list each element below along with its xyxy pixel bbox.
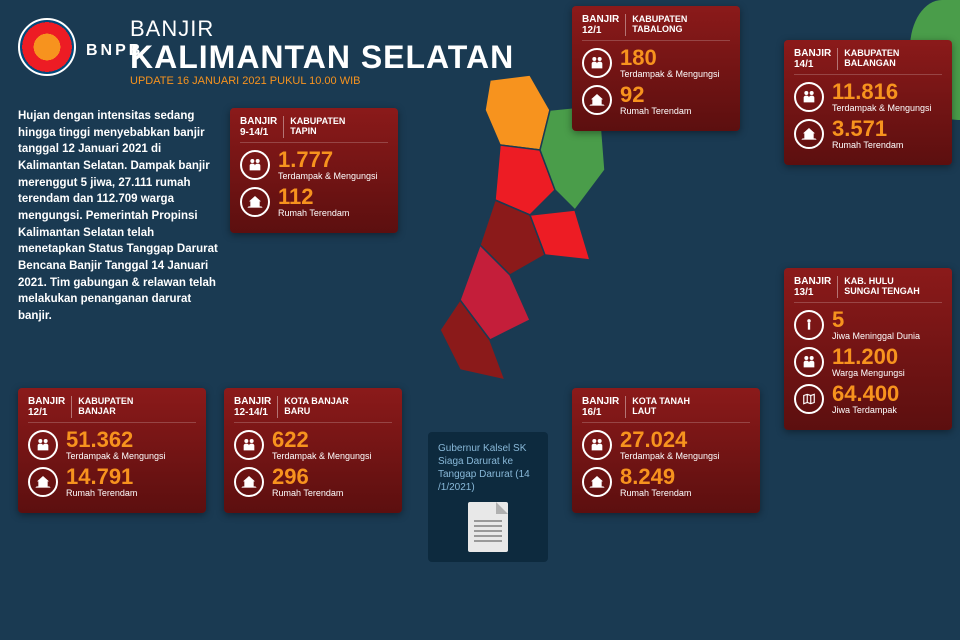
stat-label: Terdampak & Mengungsi: [832, 104, 932, 114]
card-region: KABUPATENTABALONG: [632, 15, 687, 35]
card-region: KOTA BANJARBARU: [284, 397, 349, 417]
stat-number: 51.362: [66, 429, 166, 451]
stat-number: 112: [278, 186, 349, 208]
card-date: BANJIR14/1: [794, 48, 831, 70]
stat-label: Rumah Terendam: [272, 489, 343, 499]
stat-card-balangan: BANJIR14/1 KABUPATENBALANGAN 11.816Terdamp…: [784, 40, 952, 165]
stat-label: Terdampak & Mengungsi: [620, 452, 720, 462]
card-region: KABUPATENTAPIN: [290, 117, 345, 137]
stat-label: Terdampak & Mengungsi: [66, 452, 166, 462]
stat-label: Warga Mengungsi: [832, 369, 905, 379]
people-icon: [240, 150, 270, 180]
card-header: BANJIR13/1 KAB. HULUSUNGAI TENGAH: [794, 276, 942, 303]
card-date: BANJIR13/1: [794, 276, 831, 298]
stat-row: 92Rumah Terendam: [582, 84, 730, 117]
stat-number: 92: [620, 84, 691, 106]
stat-row: 14.791Rumah Terendam: [28, 466, 196, 499]
stat-row: 8.249Rumah Terendam: [582, 466, 750, 499]
stat-label: Rumah Terendam: [66, 489, 137, 499]
header-logo: BNPB: [18, 18, 143, 76]
description-text: Hujan dengan intensitas sedang hingga ti…: [18, 108, 218, 325]
stat-row: 11.816Terdampak & Mengungsi: [794, 81, 942, 114]
card-date: BANJIR9-14/1: [240, 116, 277, 138]
card-date: BANJIR12-14/1: [234, 396, 271, 418]
people-icon: [28, 430, 58, 460]
people-icon: [234, 430, 264, 460]
stat-row: 51.362Terdampak & Mengungsi: [28, 429, 196, 462]
stat-number: 5: [832, 309, 920, 331]
stat-label: Rumah Terendam: [832, 141, 903, 151]
people-icon: [794, 82, 824, 112]
stat-row: 5Jiwa Meninggal Dunia: [794, 309, 942, 342]
card-date: BANJIR12/1: [582, 14, 619, 36]
card-header: BANJIR9-14/1 KABUPATENTAPIN: [240, 116, 388, 143]
people-icon: [794, 347, 824, 377]
card-header: BANJIR14/1 KABUPATENBALANGAN: [794, 48, 942, 75]
house-icon: [582, 85, 612, 115]
card-region: KOTA TANAHLAUT: [632, 397, 690, 417]
stat-number: 3.571: [832, 118, 903, 140]
card-date: BANJIR16/1: [582, 396, 619, 418]
stat-row: 1.777Terdampak & Mengungsi: [240, 149, 388, 182]
card-region: KABUPATENBANJAR: [78, 397, 133, 417]
stat-number: 8.249: [620, 466, 691, 488]
house-icon: [234, 467, 264, 497]
stat-row: 64.400Jiwa Terdampak: [794, 383, 942, 416]
stat-number: 11.200: [832, 346, 905, 368]
stat-label: Terdampak & Mengungsi: [278, 172, 378, 182]
house-icon: [794, 119, 824, 149]
stat-row: 11.200Warga Mengungsi: [794, 346, 942, 379]
stat-card-hulu: BANJIR13/1 KAB. HULUSUNGAI TENGAH 5Jiwa Me…: [784, 268, 952, 430]
stat-label: Jiwa Terdampak: [832, 406, 899, 416]
stat-number: 1.777: [278, 149, 378, 171]
stat-label: Rumah Terendam: [620, 107, 691, 117]
document-icon: [468, 502, 508, 552]
stat-card-banjarbaru: BANJIR12-14/1 KOTA BANJARBARU 622Terdampak…: [224, 388, 402, 513]
house-icon: [28, 467, 58, 497]
stat-row: 622Terdampak & Mengungsi: [234, 429, 392, 462]
house-icon: [582, 467, 612, 497]
map-icon: [794, 384, 824, 414]
death-icon: [794, 310, 824, 340]
stat-number: 14.791: [66, 466, 137, 488]
people-icon: [582, 430, 612, 460]
stat-row: 112Rumah Terendam: [240, 186, 388, 219]
stat-label: Terdampak & Mengungsi: [620, 70, 720, 80]
stat-number: 296: [272, 466, 343, 488]
stat-card-tanahlaut: BANJIR16/1 KOTA TANAHLAUT 27.024Terdampak …: [572, 388, 760, 513]
card-date: BANJIR12/1: [28, 396, 65, 418]
card-header: BANJIR12/1 KABUPATENBANJAR: [28, 396, 196, 423]
stat-row: 296Rumah Terendam: [234, 466, 392, 499]
stat-number: 180: [620, 47, 720, 69]
stat-number: 11.816: [832, 81, 932, 103]
stat-label: Terdampak & Mengungsi: [272, 452, 372, 462]
note-text: Gubernur Kalsel SK Siaga Darurat ke Tang…: [438, 442, 538, 494]
stat-label: Jiwa Meninggal Dunia: [832, 332, 920, 342]
card-header: BANJIR12/1 KABUPATENTABALONG: [582, 14, 730, 41]
stat-number: 622: [272, 429, 372, 451]
people-icon: [582, 48, 612, 78]
stat-label: Rumah Terendam: [278, 209, 349, 219]
stat-row: 3.571Rumah Terendam: [794, 118, 942, 151]
card-header: BANJIR16/1 KOTA TANAHLAUT: [582, 396, 750, 423]
stat-label: Rumah Terendam: [620, 489, 691, 499]
house-icon: [240, 187, 270, 217]
stat-number: 64.400: [832, 383, 899, 405]
card-region: KAB. HULUSUNGAI TENGAH: [844, 277, 920, 297]
card-header: BANJIR12-14/1 KOTA BANJARBARU: [234, 396, 392, 423]
card-region: KABUPATENBALANGAN: [844, 49, 899, 69]
stat-row: 27.024Terdampak & Mengungsi: [582, 429, 750, 462]
stat-card-banjar: BANJIR12/1 KABUPATENBANJAR 51.362Terdampak…: [18, 388, 206, 513]
stat-number: 27.024: [620, 429, 720, 451]
bnpb-badge-icon: [18, 18, 76, 76]
stat-card-tapin: BANJIR9-14/1 KABUPATENTAPIN 1.777Terdampak…: [230, 108, 398, 233]
stat-row: 180Terdampak & Mengungsi: [582, 47, 730, 80]
stat-card-tabalong: BANJIR12/1 KABUPATENTABALONG 180Terdampak …: [572, 6, 740, 131]
governor-note: Gubernur Kalsel SK Siaga Darurat ke Tang…: [428, 432, 548, 562]
